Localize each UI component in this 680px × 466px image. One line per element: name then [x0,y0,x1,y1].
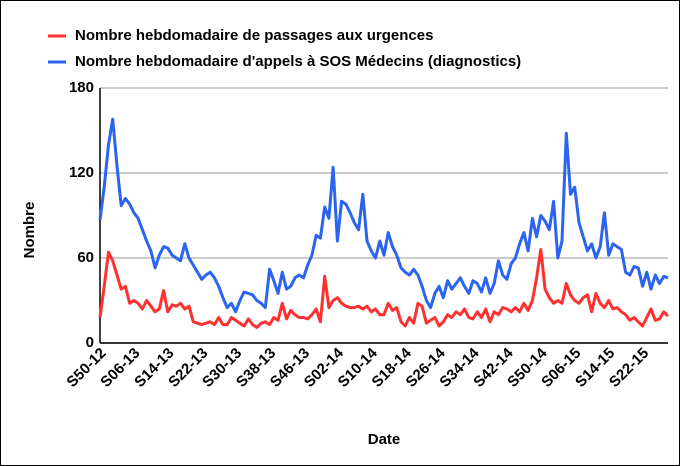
y-tick-label: 180 [69,79,94,96]
y-tick-label: 120 [69,164,94,181]
series-line [98,248,670,329]
y-tick-label: 0 [86,334,94,351]
y-axis-label: Nombre [21,202,38,259]
legend-label: Nombre hebdomadaire d'appels à SOS Médec… [75,53,521,70]
series-line [98,117,669,314]
x-axis-label: Date [368,431,401,448]
legend-label: Nombre hebdomadaire de passages aux urge… [75,27,433,44]
y-tick-label: 60 [77,249,94,266]
